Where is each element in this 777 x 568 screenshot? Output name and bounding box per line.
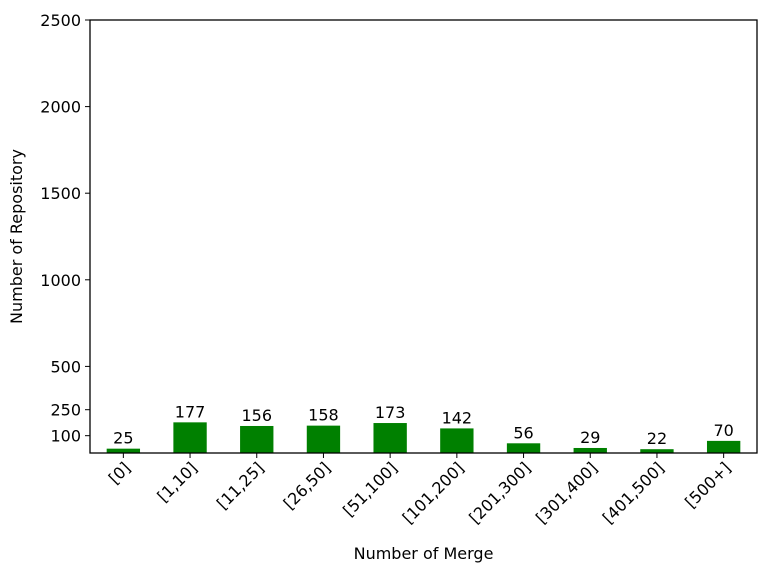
bar-value-label-2: 156 bbox=[241, 406, 272, 425]
y-axis-label: Number of Repository bbox=[7, 149, 26, 324]
bar-value-label-1: 177 bbox=[175, 402, 206, 421]
bar-4 bbox=[373, 423, 407, 453]
bar-value-label-4: 173 bbox=[375, 403, 406, 422]
x-tick-label-8: [401,500] bbox=[599, 458, 668, 527]
x-tick-label-3: [26,50] bbox=[280, 458, 335, 513]
x-axis-ticks: [0] [1,10] [11,25] [26,50] [51,100][101,200]… bbox=[105, 453, 734, 527]
y-tick-label-2: 500 bbox=[50, 357, 81, 376]
plot-frame bbox=[89, 19, 758, 454]
y-tick-label-6: 2500 bbox=[40, 11, 81, 30]
y-tick-label-1: 250 bbox=[50, 401, 81, 420]
bar-value-label-0: 25 bbox=[113, 429, 133, 448]
x-tick-label-1: [1,10] bbox=[153, 458, 200, 505]
bar-labels-group: 25 177 156 158 173 142 56 29 22 70 bbox=[113, 402, 734, 448]
bar-value-label-3: 158 bbox=[308, 406, 339, 425]
x-tick-label-2: [11,25] bbox=[213, 458, 268, 513]
bars-group bbox=[106, 422, 741, 453]
bar-9 bbox=[706, 440, 741, 453]
bar-5 bbox=[440, 428, 474, 453]
bar-7 bbox=[573, 447, 607, 453]
y-tick-label-5: 2000 bbox=[40, 98, 81, 117]
bar-3 bbox=[306, 425, 341, 453]
y-tick-label-4: 1500 bbox=[40, 184, 81, 203]
y-tick-label-0: 100 bbox=[50, 427, 81, 446]
bar-value-label-7: 29 bbox=[580, 428, 600, 447]
y-axis-ticks: 100 250 500 1000 1500 2000 2500 bbox=[40, 11, 90, 446]
x-tick-label-4: [51,100] bbox=[339, 458, 401, 520]
x-tick-label-0: [0] bbox=[105, 458, 134, 487]
bar-6 bbox=[506, 443, 541, 453]
x-tick-label-6: [201,300] bbox=[465, 458, 534, 527]
bar-2 bbox=[240, 425, 274, 453]
bar-0 bbox=[106, 448, 141, 453]
y-tick-label-3: 1000 bbox=[40, 271, 81, 290]
bar-value-label-8: 22 bbox=[647, 429, 667, 448]
x-tick-label-9: [500+] bbox=[681, 458, 734, 511]
bar-value-label-9: 70 bbox=[713, 421, 733, 440]
bar-value-label-6: 56 bbox=[513, 423, 533, 442]
x-tick-label-7: [301,400] bbox=[532, 458, 601, 527]
x-axis-label: Number of Merge bbox=[354, 544, 494, 563]
bar-value-label-5: 142 bbox=[442, 408, 473, 427]
bar-1 bbox=[173, 422, 207, 453]
bar-8 bbox=[640, 449, 674, 453]
x-tick-label-5: [101,200] bbox=[399, 458, 468, 527]
